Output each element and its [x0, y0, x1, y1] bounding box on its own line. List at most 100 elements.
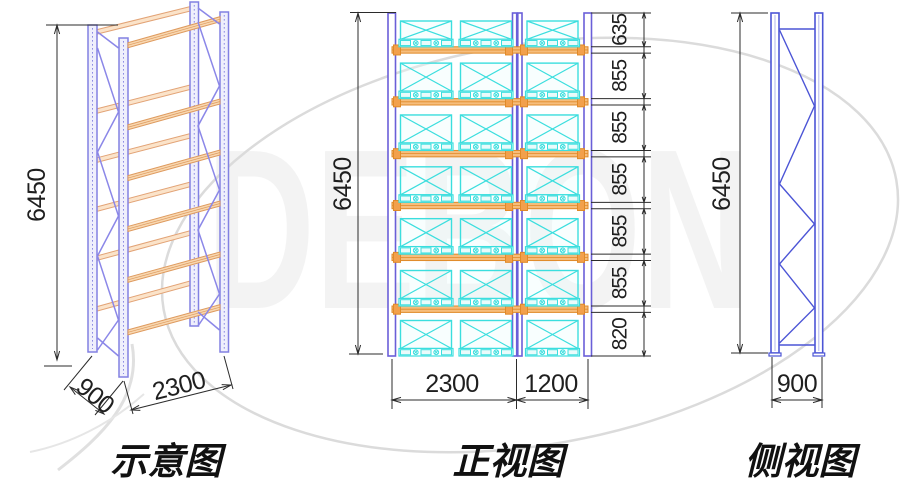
pallet-with-load	[524, 62, 581, 100]
drawing-layer: 635 855 855 855 855 855 820	[44, 1, 826, 416]
brace-strut	[97, 337, 119, 357]
pallet-block	[441, 349, 452, 356]
brace-strut	[197, 311, 220, 331]
pallet-block	[460, 39, 471, 47]
load-cross	[400, 218, 452, 248]
schematic-front-beam	[127, 251, 221, 283]
pallet-with-load	[458, 217, 514, 255]
pallet-block	[501, 39, 512, 47]
schematic-height-label: 6450	[23, 168, 51, 222]
schematic-front-beam	[127, 98, 221, 131]
pallet-block	[460, 91, 471, 98]
load-cross	[400, 319, 452, 350]
pallet-circle-x	[539, 247, 546, 254]
front-upright	[516, 12, 523, 357]
pallet-block	[567, 91, 579, 98]
pallet-circle-x	[433, 349, 440, 356]
level-dim-label: 820	[609, 318, 632, 350]
front-beam	[391, 44, 589, 56]
ext-line	[223, 355, 234, 390]
beam-midline	[127, 254, 221, 281]
dim-arrow	[129, 404, 141, 411]
side-view	[731, 11, 826, 408]
dim-arrow	[641, 103, 647, 111]
level-dim-label: 855	[609, 60, 632, 92]
pallet-block	[420, 91, 432, 98]
pallet-block	[547, 39, 558, 47]
schematic-depth-dimline	[69, 386, 105, 415]
pallet-block	[567, 39, 579, 47]
load-cross	[526, 166, 579, 196]
pallet-circle-x	[559, 40, 566, 46]
pallet-circle-x	[493, 247, 500, 254]
pallet-circle-x	[559, 195, 566, 202]
pallet-circle-x	[434, 196, 439, 201]
pallet-block	[400, 39, 411, 47]
front-upright	[511, 12, 518, 357]
side-foot-plate	[812, 352, 826, 357]
pallet-block	[460, 247, 471, 254]
pallet-with-load	[458, 166, 514, 203]
load-cross	[460, 218, 512, 248]
load-cross	[400, 62, 452, 92]
pallet-block	[501, 91, 512, 98]
pallet-block	[567, 195, 579, 202]
pallet-circle-x	[540, 41, 545, 46]
pallet-circle-x	[433, 143, 440, 150]
dim-arrow	[641, 144, 647, 153]
pallet-circle-x	[539, 40, 546, 46]
pallet-with-load	[398, 269, 454, 307]
pallet-circle-x	[539, 91, 546, 98]
load-cross	[400, 166, 452, 196]
pallet-block	[400, 299, 411, 306]
pallet-with-load	[458, 114, 514, 152]
pallet-block	[526, 39, 538, 47]
schematic-back-beam	[96, 181, 191, 212]
pallet-circle-x	[493, 40, 500, 46]
load-cross	[400, 114, 452, 144]
beam-connector	[393, 251, 401, 263]
pallet-circle-x	[493, 299, 500, 306]
dim-arrow	[641, 51, 647, 59]
dim-arrow	[221, 384, 233, 391]
pallet-circle-x	[473, 92, 478, 97]
pallet-circle-x	[412, 143, 419, 150]
pallet-block	[501, 143, 512, 150]
pallet-circle-x	[433, 195, 440, 202]
schematic-view	[44, 1, 234, 416]
dim-arrow	[514, 396, 526, 404]
pallet-block	[547, 91, 558, 98]
pallet-circle-x	[540, 92, 545, 97]
pallet-circle-x	[540, 350, 545, 355]
beam-connector	[520, 251, 528, 263]
dim-arrow	[641, 248, 647, 256]
pallet-circle-x	[472, 40, 479, 46]
dim-arrow	[68, 385, 79, 395]
beam-connector	[577, 251, 585, 263]
pallet-circle-x	[434, 41, 439, 46]
pallet-circle-x	[559, 143, 566, 150]
load-cross	[526, 218, 579, 248]
side-height-label: 6450	[708, 157, 736, 211]
dim-arrow	[641, 11, 647, 19]
pallet-circle-x	[473, 144, 478, 149]
front-height-label: 6450	[329, 157, 357, 211]
pallet-with-load	[398, 62, 454, 100]
beam-midline	[127, 101, 221, 128]
beam-connector	[577, 96, 585, 108]
level-dim-label: 855	[609, 163, 632, 195]
load-cross	[400, 269, 452, 300]
pallet-block	[480, 299, 492, 306]
pallet-circle-x	[494, 144, 499, 149]
pallet-circle-x	[434, 144, 439, 149]
pallet-with-load	[524, 114, 581, 152]
pallet-circle-x	[434, 300, 439, 305]
pallet-block	[526, 247, 538, 254]
pallet-block	[441, 247, 452, 254]
pallet-with-load	[524, 20, 581, 48]
schematic-upright	[219, 11, 230, 353]
schematic-brace-right	[197, 21, 221, 327]
pallet-block	[501, 349, 512, 356]
pallet-block	[460, 299, 471, 306]
load-cross	[526, 62, 579, 92]
